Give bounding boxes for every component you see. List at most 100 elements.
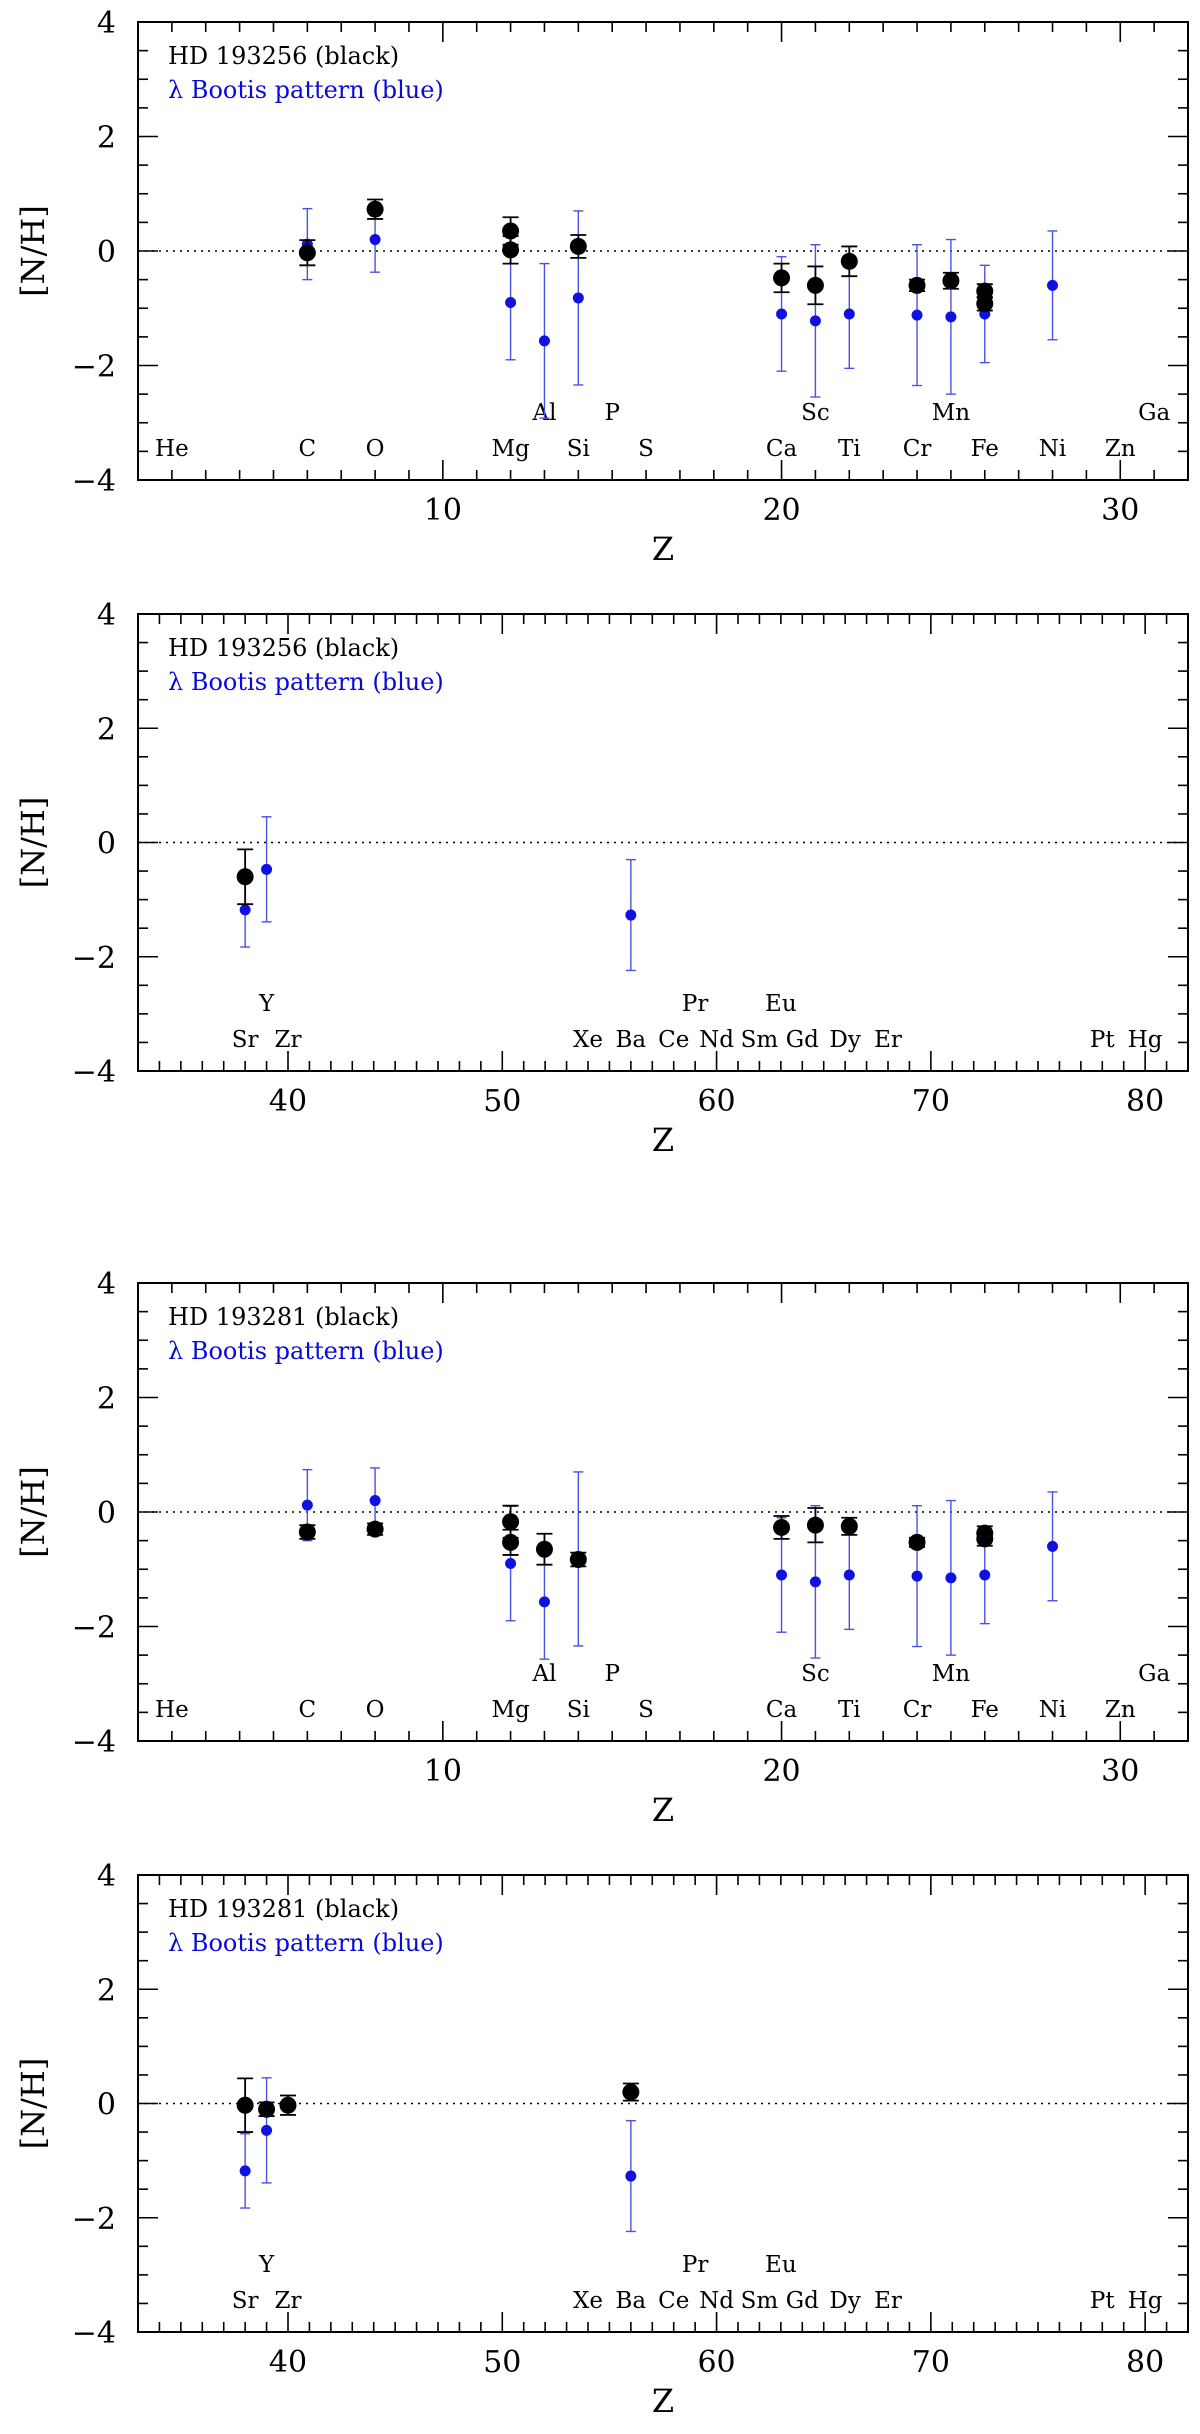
x-axis-title: Z (652, 1791, 674, 1829)
element-label-nd: Nd (699, 2288, 734, 2314)
element-label-ti: Ti (838, 1697, 861, 1723)
x-tick-label: 40 (269, 1084, 307, 1119)
element-label-hg: Hg (1128, 2288, 1163, 2314)
x-axis-title: Z (652, 530, 674, 568)
element-label-si: Si (567, 1697, 590, 1723)
element-label-hg: Hg (1128, 1027, 1163, 1053)
y-tick-label: −4 (72, 1725, 116, 1760)
element-label-c: C (299, 436, 317, 462)
element-label-pr: Pr (682, 991, 708, 1017)
x-tick-label: 10 (424, 1754, 462, 1789)
y-tick-label: −2 (72, 941, 116, 976)
x-tick-label: 30 (1101, 493, 1139, 528)
legend-star: HD 193281 (black) (168, 1303, 399, 1331)
x-axis-title: Z (652, 1121, 674, 1159)
element-label-nd: Nd (699, 1027, 734, 1053)
y-tick-label: 4 (97, 1267, 116, 1302)
data-point (911, 1570, 923, 1582)
legend-star: HD 193256 (black) (168, 634, 399, 662)
element-label-eu: Eu (765, 991, 797, 1017)
data-point (298, 1523, 316, 1541)
data-point (569, 237, 587, 255)
element-label-mn: Mn (932, 1661, 971, 1687)
data-point (976, 1530, 994, 1548)
data-point (538, 335, 550, 347)
data-point (505, 1558, 517, 1570)
y-tick-label: 2 (97, 1973, 116, 2008)
element-label-ni: Ni (1039, 1697, 1066, 1723)
element-label-si: Si (567, 436, 590, 462)
x-tick-label: 30 (1101, 1754, 1139, 1789)
data-point (945, 1572, 957, 1584)
data-point (908, 276, 926, 294)
element-label-xe: Xe (573, 2288, 603, 2314)
data-point (1047, 279, 1059, 291)
panel-2: −4 −2 0 2 4 40 50 60 70 80 Z [N/H] HD 193256 (black)… (14, 598, 1189, 1159)
legend-star: HD 193281 (black) (168, 1895, 399, 1923)
element-label-pr: Pr (682, 2252, 708, 2278)
y-tick-label: −4 (72, 464, 116, 499)
element-label-zn: Zn (1105, 436, 1136, 462)
data-point (806, 1516, 824, 1534)
y-tick-label: 2 (97, 1382, 116, 1417)
x-tick-label: 70 (912, 2345, 950, 2380)
y-axis-title: [N/H] (14, 205, 52, 297)
series-lambda-bootis (239, 2077, 637, 2233)
element-label-dy: Dy (829, 1027, 860, 1053)
legend-star: HD 193256 (black) (168, 42, 399, 70)
data-point (298, 244, 316, 262)
element-label-eu: Eu (765, 2252, 797, 2278)
data-point (942, 272, 960, 290)
y-tick-label: −2 (72, 1611, 116, 1646)
element-label-ga: Ga (1138, 1661, 1170, 1687)
element-label-s: S (638, 1697, 654, 1723)
data-point (622, 2083, 640, 2101)
element-label-gd: Gd (786, 2288, 819, 2314)
element-label-y: Y (258, 2252, 275, 2278)
y-axis-title: [N/H] (14, 1466, 52, 1558)
element-label-mn: Mn (932, 400, 971, 426)
y-tick-label: 4 (97, 6, 116, 41)
y-axis-title: [N/H] (14, 2058, 52, 2150)
element-label-dy: Dy (829, 2288, 860, 2314)
data-point (538, 1596, 550, 1608)
data-point (261, 863, 273, 875)
y-tick-label: 0 (97, 1496, 116, 1531)
x-tick-label: 10 (424, 493, 462, 528)
data-point (1047, 1540, 1059, 1552)
legend-lambda-bootis: λ Bootis pattern (blue) (168, 668, 444, 696)
data-point (502, 222, 520, 240)
element-label-pt: Pt (1090, 2288, 1115, 2314)
x-tick-label: 20 (762, 493, 800, 528)
y-tick-label: 2 (97, 121, 116, 156)
element-label-zn: Zn (1105, 1697, 1136, 1723)
element-label-sc: Sc (801, 1661, 830, 1687)
element-label-he: He (155, 1697, 189, 1723)
panel-4: −4 −2 0 2 4 40 50 60 70 80 Z [N/H] HD 193281 (black)… (14, 1859, 1189, 2420)
y-tick-label: −2 (72, 2202, 116, 2237)
element-label-sm: Sm (741, 1027, 779, 1053)
element-label-xe: Xe (573, 1027, 603, 1053)
y-tick-label: 4 (97, 598, 116, 633)
data-point (773, 1518, 791, 1536)
series-star (298, 198, 994, 313)
data-point (502, 241, 520, 259)
element-label-er: Er (874, 1027, 902, 1053)
element-label-fe: Fe (971, 1697, 999, 1723)
data-point (502, 1533, 520, 1551)
element-label-ca: Ca (766, 436, 798, 462)
element-label-mg: Mg (491, 436, 530, 462)
x-tick-label: 70 (912, 1084, 950, 1119)
data-point (505, 297, 517, 309)
y-tick-label: −2 (72, 350, 116, 385)
element-label-mg: Mg (491, 1697, 530, 1723)
data-point (569, 1551, 587, 1569)
x-tick-label: 50 (483, 2345, 521, 2380)
data-point (369, 1495, 381, 1507)
element-label-o: O (366, 436, 385, 462)
data-point (976, 295, 994, 313)
element-label-sc: Sc (801, 400, 830, 426)
data-point (809, 315, 821, 327)
y-tick-label: −4 (72, 2316, 116, 2351)
